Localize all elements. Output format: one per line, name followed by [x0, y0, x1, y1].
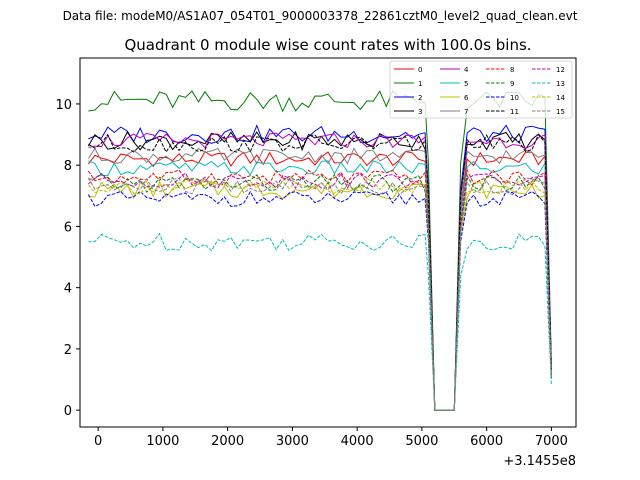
- legend-box: [389, 60, 573, 119]
- series-line-14: [88, 178, 552, 411]
- series-line-13: [88, 232, 552, 411]
- legend-label-7: 7: [464, 108, 468, 116]
- series-line-3: [87, 130, 552, 411]
- x-tick-label: 7000: [535, 434, 568, 449]
- plot-area: [87, 89, 552, 411]
- series-line-5: [88, 160, 552, 411]
- legend-label-8: 8: [510, 66, 514, 74]
- axis-ticks: 0 1000 2000 3000 4000 5000 6000 7000 0 2 4 6 8 10: [55, 98, 567, 449]
- legend-label-0: 0: [418, 66, 422, 74]
- y-tick-label: 6: [64, 220, 72, 235]
- x-tick-label: 0: [94, 434, 102, 449]
- series-line-9: [88, 173, 552, 411]
- legend-label-14: 14: [556, 94, 565, 102]
- series-line-2: [88, 124, 552, 411]
- y-tick-label: 0: [64, 404, 72, 419]
- x-offset-label: +3.1455e8: [503, 454, 576, 469]
- legend-label-6: 6: [464, 94, 469, 102]
- x-tick-label: 4000: [341, 434, 374, 449]
- series-line-11: [88, 133, 552, 411]
- legend-label-2: 2: [418, 94, 422, 102]
- series-line-0: [88, 150, 552, 411]
- x-tick-label: 2000: [211, 434, 244, 449]
- x-tick-label: 1000: [146, 434, 179, 449]
- series-line-6: [88, 180, 552, 411]
- series-line-8: [87, 168, 552, 411]
- x-tick-label: 5000: [405, 434, 438, 449]
- y-tick-label: 8: [64, 159, 72, 174]
- legend-label-9: 9: [510, 80, 514, 88]
- y-tick-label: 10: [55, 98, 72, 113]
- series-line-12: [88, 172, 552, 411]
- series-line-7: [87, 147, 552, 411]
- legend-label-1: 1: [418, 80, 422, 88]
- legend-label-3: 3: [418, 108, 422, 116]
- chart-title: Quadrant 0 module wise count rates with …: [124, 36, 531, 54]
- legend-label-12: 12: [556, 66, 565, 74]
- suptitle: Data file: modeM0/AS1A07_054T01_90000033…: [63, 9, 578, 23]
- legend-label-10: 10: [510, 94, 519, 102]
- x-tick-label: 6000: [470, 434, 503, 449]
- series-line-15: [87, 177, 552, 411]
- legend-label-4: 4: [464, 66, 469, 74]
- legend-label-15: 15: [556, 108, 565, 116]
- series-line-4: [88, 132, 552, 411]
- legend-label-11: 11: [510, 108, 519, 116]
- series-line-10: [87, 190, 552, 411]
- legend-label-13: 13: [556, 80, 565, 88]
- axes-frame: [79, 57, 577, 428]
- y-tick-label: 2: [64, 343, 72, 358]
- legend-label-5: 5: [464, 80, 468, 88]
- y-tick-label: 4: [64, 282, 72, 297]
- x-tick-label: 3000: [276, 434, 309, 449]
